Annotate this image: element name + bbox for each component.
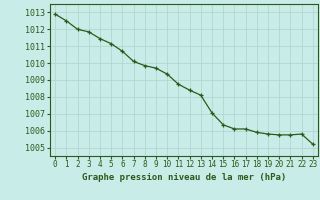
X-axis label: Graphe pression niveau de la mer (hPa): Graphe pression niveau de la mer (hPa) bbox=[82, 173, 286, 182]
